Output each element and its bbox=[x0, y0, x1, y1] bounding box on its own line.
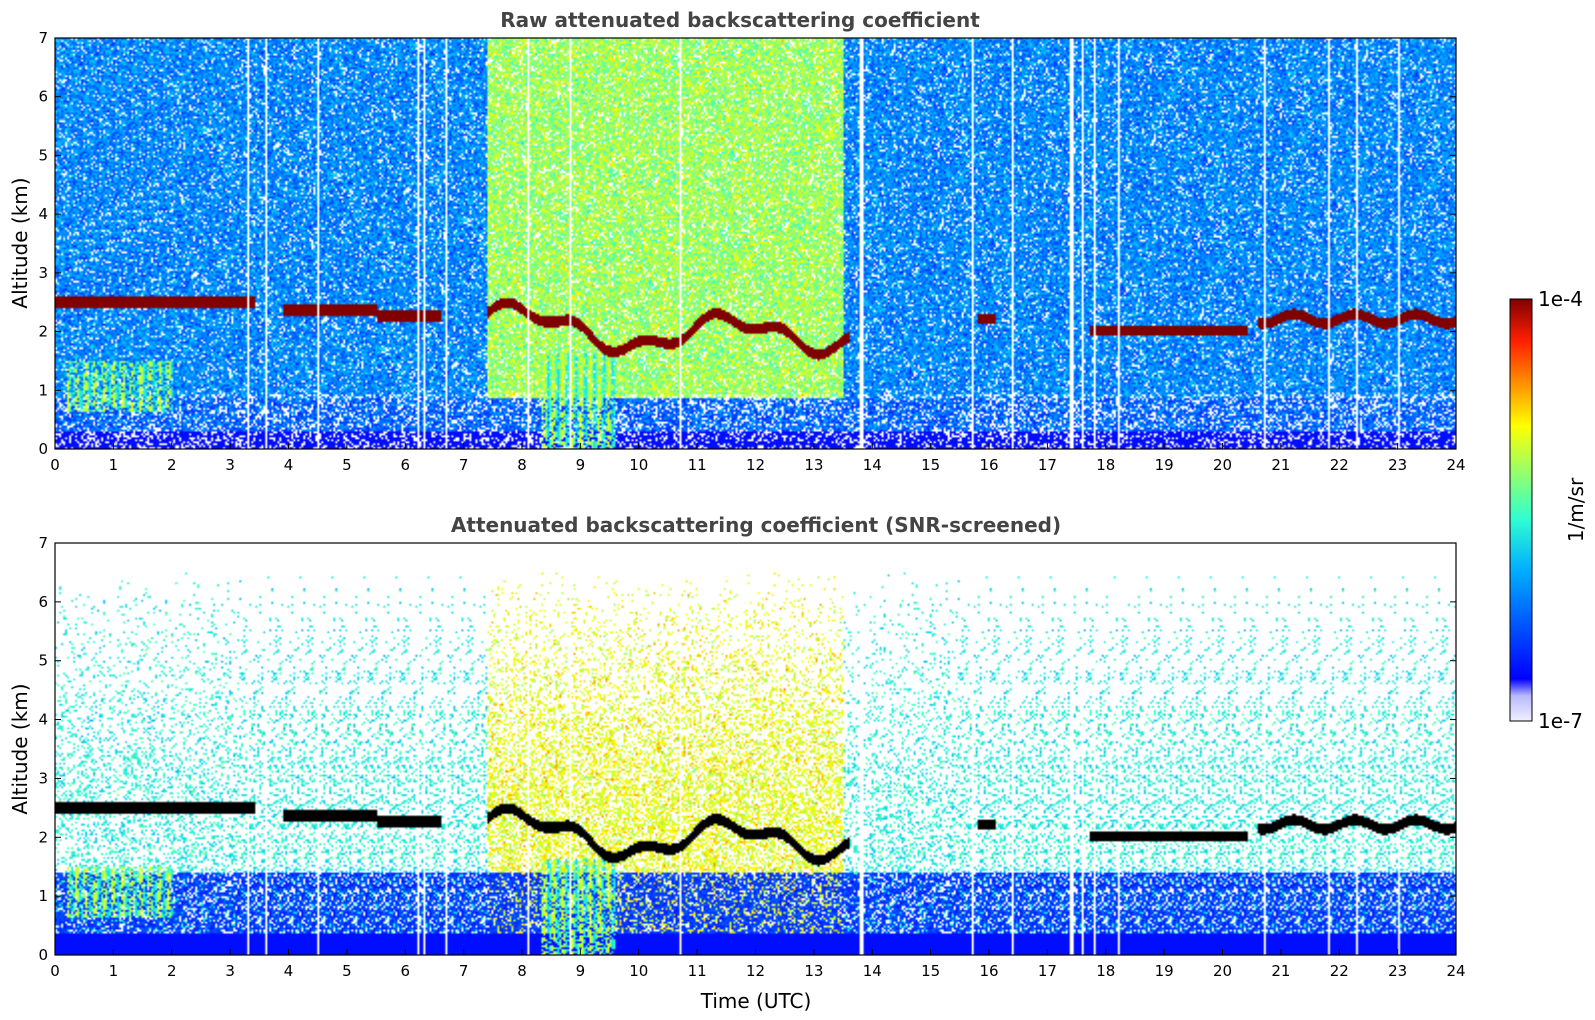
y-tick-label: 5 bbox=[38, 146, 48, 164]
x-tick-label: 7 bbox=[459, 456, 469, 474]
colorbar-unit-label: 1/m/sr bbox=[1564, 477, 1588, 542]
panel-snr: Attenuated backscattering coefficient (S… bbox=[8, 513, 1466, 1013]
y-tick-label: 4 bbox=[38, 205, 48, 223]
x-tick-label: 15 bbox=[921, 456, 940, 474]
x-tick-label: 12 bbox=[746, 962, 765, 980]
x-tick-label: 12 bbox=[746, 456, 765, 474]
y-tick-label: 0 bbox=[38, 946, 48, 964]
x-tick-label: 4 bbox=[284, 962, 294, 980]
y-tick-label: 0 bbox=[38, 440, 48, 458]
colorbar-max-label: 1e-4 bbox=[1538, 287, 1583, 311]
x-tick-label: 5 bbox=[342, 456, 352, 474]
x-tick-label: 21 bbox=[1271, 962, 1290, 980]
x-tick-label: 15 bbox=[921, 962, 940, 980]
x-tick-label: 21 bbox=[1271, 456, 1290, 474]
colorbar-gradient bbox=[1509, 298, 1533, 722]
x-tick-label: 20 bbox=[1213, 456, 1232, 474]
y-tick-label: 1 bbox=[38, 887, 48, 905]
x-tick-label: 6 bbox=[400, 962, 410, 980]
x-tick-label: 1 bbox=[109, 456, 119, 474]
x-tick-label: 1 bbox=[109, 962, 119, 980]
x-tick-label: 19 bbox=[1155, 456, 1174, 474]
y-tick-label: 7 bbox=[38, 29, 48, 47]
x-tick-label: 22 bbox=[1330, 456, 1349, 474]
x-tick-label: 22 bbox=[1330, 962, 1349, 980]
y-tick-label: 5 bbox=[38, 652, 48, 670]
y-tick-label: 2 bbox=[38, 323, 48, 341]
x-tick-label: 16 bbox=[979, 962, 998, 980]
x-tick-label: 20 bbox=[1213, 962, 1232, 980]
panel-snr-title: Attenuated backscattering coefficient (S… bbox=[451, 513, 1061, 537]
x-tick-label: 24 bbox=[1446, 456, 1465, 474]
x-tick-label: 17 bbox=[1038, 456, 1057, 474]
x-tick-label: 6 bbox=[400, 456, 410, 474]
y-tick-label: 7 bbox=[38, 534, 48, 552]
x-tick-label: 7 bbox=[459, 962, 469, 980]
x-tick-label: 24 bbox=[1446, 962, 1465, 980]
colorbar: 1e-4 1e-7 1/m/sr bbox=[1509, 287, 1588, 733]
y-tick-label: 6 bbox=[38, 593, 48, 611]
panel-raw-y-ticks: 0 1 2 3 4 5 6 7 bbox=[38, 29, 1456, 458]
x-tick-label: 23 bbox=[1388, 962, 1407, 980]
x-tick-label: 13 bbox=[804, 962, 823, 980]
y-tick-label: 3 bbox=[38, 264, 48, 282]
x-tick-label: 18 bbox=[1096, 456, 1115, 474]
x-tick-label: 9 bbox=[576, 456, 586, 474]
x-tick-label: 4 bbox=[284, 456, 294, 474]
x-tick-label: 17 bbox=[1038, 962, 1057, 980]
x-tick-label: 10 bbox=[629, 456, 648, 474]
panel-snr-x-ticks: 0 1 2 3 4 5 6 7 8 9 10 11 12 13 14 15 16 17 18 19 20 21 22 23 24 bbox=[50, 949, 1466, 980]
panel-raw-heatmap bbox=[55, 38, 1456, 449]
panel-snr-heatmap bbox=[55, 543, 1456, 955]
x-tick-label: 3 bbox=[225, 456, 235, 474]
x-tick-label: 8 bbox=[517, 962, 527, 980]
x-tick-label: 14 bbox=[863, 962, 882, 980]
x-tick-label: 3 bbox=[225, 962, 235, 980]
x-tick-label: 19 bbox=[1155, 962, 1174, 980]
panel-snr-y-ticks: 0 1 2 3 4 5 6 7 bbox=[38, 534, 1456, 964]
y-tick-label: 1 bbox=[38, 381, 48, 399]
x-tick-label: 0 bbox=[50, 962, 60, 980]
x-tick-label: 13 bbox=[804, 456, 823, 474]
panel-raw-title: Raw attenuated backscattering coefficien… bbox=[500, 8, 980, 32]
x-tick-label: 0 bbox=[50, 456, 60, 474]
y-tick-label: 3 bbox=[38, 769, 48, 787]
panel-raw-y-axis-label: Altitude (km) bbox=[8, 177, 32, 308]
x-axis-label: Time (UTC) bbox=[700, 989, 812, 1013]
panel-raw-x-ticks: 0 1 2 3 4 5 6 7 8 9 10 11 12 13 14 15 16 17 18 19 20 21 22 23 24 bbox=[50, 443, 1466, 474]
x-tick-label: 14 bbox=[863, 456, 882, 474]
x-tick-label: 16 bbox=[979, 456, 998, 474]
y-tick-label: 2 bbox=[38, 828, 48, 846]
x-tick-label: 5 bbox=[342, 962, 352, 980]
x-tick-label: 23 bbox=[1388, 456, 1407, 474]
y-tick-label: 6 bbox=[38, 88, 48, 106]
y-tick-label: 4 bbox=[38, 711, 48, 729]
x-tick-label: 2 bbox=[167, 456, 177, 474]
x-tick-label: 10 bbox=[629, 962, 648, 980]
x-tick-label: 8 bbox=[517, 456, 527, 474]
panel-snr-y-axis-label: Altitude (km) bbox=[8, 683, 32, 814]
x-tick-label: 2 bbox=[167, 962, 177, 980]
panel-raw: Raw attenuated backscattering coefficien… bbox=[8, 8, 1466, 474]
colorbar-min-label: 1e-7 bbox=[1538, 709, 1583, 733]
x-tick-label: 11 bbox=[688, 456, 707, 474]
x-tick-label: 9 bbox=[576, 962, 586, 980]
x-tick-label: 11 bbox=[688, 962, 707, 980]
x-tick-label: 18 bbox=[1096, 962, 1115, 980]
